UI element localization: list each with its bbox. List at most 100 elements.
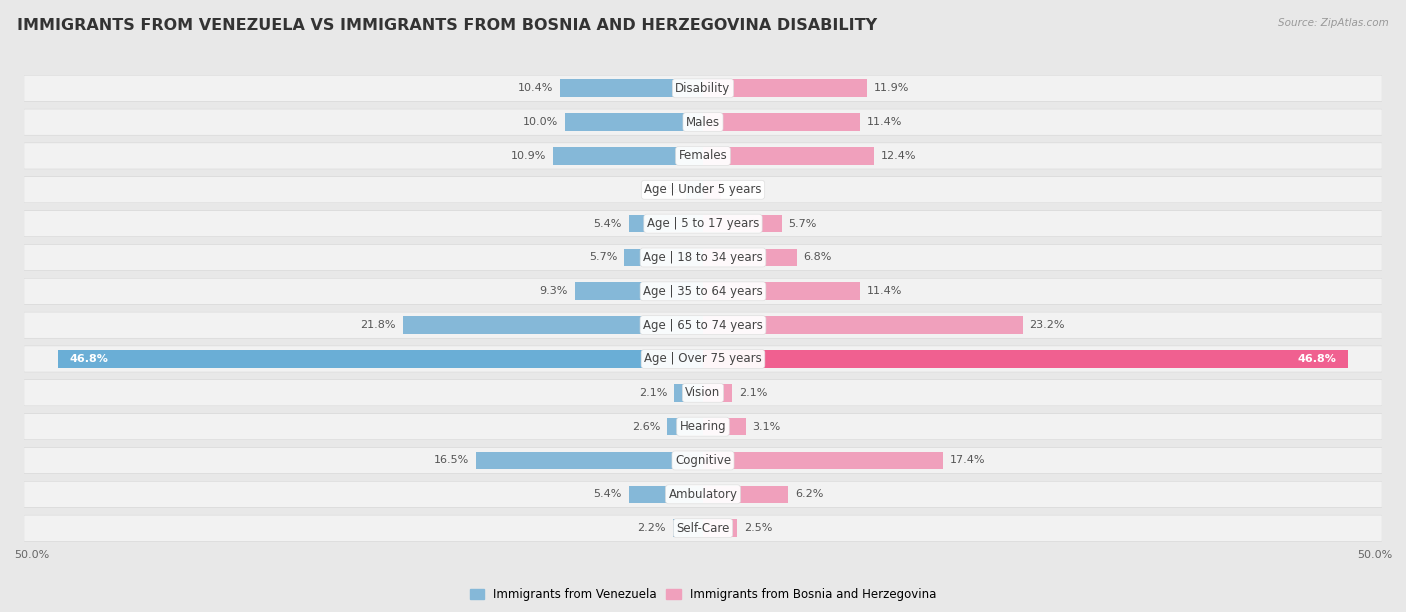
- Text: 2.2%: 2.2%: [637, 523, 666, 533]
- FancyBboxPatch shape: [24, 447, 1382, 474]
- Bar: [673, 384, 703, 401]
- Text: 2.1%: 2.1%: [738, 388, 768, 398]
- Text: 6.2%: 6.2%: [796, 490, 824, 499]
- FancyBboxPatch shape: [24, 346, 1382, 372]
- FancyBboxPatch shape: [24, 414, 1382, 439]
- FancyBboxPatch shape: [24, 515, 1382, 541]
- Text: 5.7%: 5.7%: [789, 218, 817, 229]
- Text: Males: Males: [686, 116, 720, 129]
- Bar: [553, 147, 703, 165]
- Text: 9.3%: 9.3%: [540, 286, 568, 296]
- Text: 46.8%: 46.8%: [69, 354, 108, 364]
- FancyBboxPatch shape: [24, 482, 1382, 507]
- Text: IMMIGRANTS FROM VENEZUELA VS IMMIGRANTS FROM BOSNIA AND HERZEGOVINA DISABILITY: IMMIGRANTS FROM VENEZUELA VS IMMIGRANTS …: [17, 18, 877, 34]
- FancyBboxPatch shape: [24, 244, 1382, 271]
- Legend: Immigrants from Venezuela, Immigrants from Bosnia and Herzegovina: Immigrants from Venezuela, Immigrants fr…: [465, 583, 941, 605]
- Text: Hearing: Hearing: [679, 420, 727, 433]
- Text: Females: Females: [679, 149, 727, 162]
- FancyBboxPatch shape: [24, 211, 1382, 237]
- Bar: [703, 316, 1022, 334]
- Text: 1.3%: 1.3%: [728, 185, 756, 195]
- FancyBboxPatch shape: [24, 380, 1382, 406]
- Text: 10.0%: 10.0%: [523, 117, 558, 127]
- FancyBboxPatch shape: [24, 447, 1382, 473]
- FancyBboxPatch shape: [24, 75, 1382, 102]
- Text: Ambulatory: Ambulatory: [668, 488, 738, 501]
- Text: Age | 65 to 74 years: Age | 65 to 74 years: [643, 319, 763, 332]
- FancyBboxPatch shape: [24, 312, 1382, 338]
- Bar: [565, 113, 703, 131]
- Text: 11.4%: 11.4%: [868, 117, 903, 127]
- Text: Vision: Vision: [685, 386, 721, 399]
- FancyBboxPatch shape: [24, 143, 1382, 169]
- Text: Age | Over 75 years: Age | Over 75 years: [644, 353, 762, 365]
- Bar: [575, 283, 703, 300]
- Text: 17.4%: 17.4%: [949, 455, 986, 466]
- Text: Source: ZipAtlas.com: Source: ZipAtlas.com: [1278, 18, 1389, 28]
- Bar: [703, 384, 733, 401]
- Bar: [628, 485, 703, 503]
- Text: 21.8%: 21.8%: [360, 320, 395, 330]
- Text: Age | 18 to 34 years: Age | 18 to 34 years: [643, 251, 763, 264]
- FancyBboxPatch shape: [24, 177, 1382, 203]
- Text: 5.7%: 5.7%: [589, 253, 617, 263]
- Text: 6.8%: 6.8%: [804, 253, 832, 263]
- Bar: [475, 452, 703, 469]
- FancyBboxPatch shape: [24, 481, 1382, 507]
- Text: 10.4%: 10.4%: [517, 83, 553, 93]
- FancyBboxPatch shape: [24, 245, 1382, 271]
- FancyBboxPatch shape: [24, 75, 1382, 101]
- Bar: [703, 181, 721, 198]
- Bar: [703, 452, 943, 469]
- Bar: [668, 418, 703, 436]
- Bar: [560, 80, 703, 97]
- Bar: [672, 520, 703, 537]
- Text: 2.6%: 2.6%: [631, 422, 661, 431]
- FancyBboxPatch shape: [24, 414, 1382, 440]
- Bar: [703, 248, 797, 266]
- FancyBboxPatch shape: [24, 312, 1382, 338]
- Text: Disability: Disability: [675, 82, 731, 95]
- Bar: [703, 520, 738, 537]
- FancyBboxPatch shape: [24, 278, 1382, 305]
- Text: 11.4%: 11.4%: [868, 286, 903, 296]
- Text: 23.2%: 23.2%: [1029, 320, 1066, 330]
- Bar: [703, 485, 789, 503]
- Text: 12.4%: 12.4%: [880, 151, 917, 161]
- Bar: [703, 113, 860, 131]
- FancyBboxPatch shape: [24, 515, 1382, 542]
- Text: Age | 35 to 64 years: Age | 35 to 64 years: [643, 285, 763, 298]
- FancyBboxPatch shape: [24, 346, 1382, 372]
- Text: Age | Under 5 years: Age | Under 5 years: [644, 183, 762, 196]
- FancyBboxPatch shape: [24, 278, 1382, 304]
- Text: 11.9%: 11.9%: [875, 83, 910, 93]
- Text: Self-Care: Self-Care: [676, 521, 730, 535]
- FancyBboxPatch shape: [24, 143, 1382, 169]
- FancyBboxPatch shape: [24, 379, 1382, 406]
- Text: 50.0%: 50.0%: [1357, 550, 1392, 559]
- Bar: [628, 215, 703, 233]
- Text: 2.5%: 2.5%: [744, 523, 773, 533]
- Text: 1.2%: 1.2%: [651, 185, 679, 195]
- Text: Age | 5 to 17 years: Age | 5 to 17 years: [647, 217, 759, 230]
- Text: 5.4%: 5.4%: [593, 218, 621, 229]
- FancyBboxPatch shape: [24, 110, 1382, 135]
- Bar: [703, 80, 868, 97]
- Bar: [686, 181, 703, 198]
- Text: 5.4%: 5.4%: [593, 490, 621, 499]
- Text: Cognitive: Cognitive: [675, 454, 731, 467]
- Text: 3.1%: 3.1%: [752, 422, 780, 431]
- Text: 10.9%: 10.9%: [510, 151, 546, 161]
- Bar: [703, 283, 860, 300]
- Text: 2.1%: 2.1%: [638, 388, 668, 398]
- Text: 50.0%: 50.0%: [14, 550, 49, 559]
- Text: 46.8%: 46.8%: [1298, 354, 1337, 364]
- Bar: [624, 248, 703, 266]
- Text: 16.5%: 16.5%: [433, 455, 468, 466]
- Bar: [703, 147, 875, 165]
- FancyBboxPatch shape: [24, 109, 1382, 135]
- Bar: [58, 350, 703, 368]
- Bar: [703, 350, 1348, 368]
- FancyBboxPatch shape: [24, 177, 1382, 203]
- Bar: [703, 215, 782, 233]
